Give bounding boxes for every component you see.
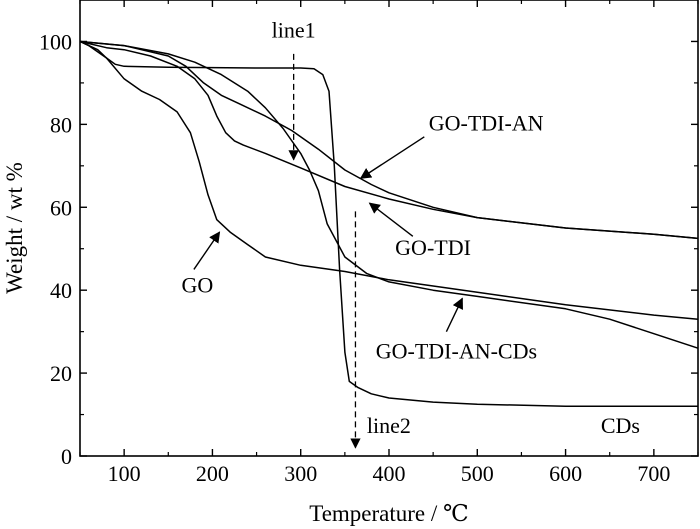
x-tick-label: 600	[549, 461, 582, 486]
x-tick-label: 500	[461, 461, 494, 486]
y-tick-label: 100	[39, 29, 72, 54]
series-group	[79, 40, 699, 408]
annotation-line2: line2	[367, 413, 411, 438]
y-axis-label: Weight / wt %	[2, 162, 27, 294]
series-line-go	[79, 40, 699, 320]
annotation-go: GO	[182, 272, 214, 297]
y-tick-label: 20	[50, 361, 72, 386]
series-line-go-tdi	[79, 40, 699, 240]
series-line-go-tdi-an-cds	[79, 40, 699, 349]
x-axis-label: Temperature / ℃	[309, 501, 469, 526]
y-tick-label: 0	[61, 444, 72, 469]
annotation-go-tdi-an: GO-TDI-AN	[429, 111, 544, 136]
x-tick-label: 400	[373, 461, 406, 486]
plot-frame	[79, 0, 699, 457]
annotation-cds: CDs	[601, 413, 640, 438]
annotation-go-tdi-an-cds: GO-TDI-AN-CDs	[376, 339, 537, 364]
series-line-go-tdi-an	[79, 40, 699, 240]
annotation-arrow-go	[193, 231, 221, 270]
annotations: line1 line2 GO-TDI-AN GO-TDI GO GO-TDI-AN-CDs…	[182, 17, 640, 438]
annotation-arrow-go-tdi-an	[359, 136, 425, 179]
x-tick-label: 200	[196, 461, 229, 486]
annotation-go-tdi: GO-TDI	[395, 235, 471, 260]
y-tick-label: 40	[50, 278, 72, 303]
series-line-cds	[79, 40, 698, 408]
annotation-line1: line1	[272, 17, 316, 42]
x-tick-label: 100	[108, 461, 141, 486]
y-tick-label: 80	[50, 112, 72, 137]
reference-lines	[288, 53, 361, 449]
annotation-arrow-go-tdi-an-cds	[445, 297, 463, 332]
x-tick-label: 300	[284, 461, 317, 486]
x-tick-label: 700	[637, 461, 670, 486]
annotation-arrow-go-tdi	[368, 202, 414, 237]
y-tick-label: 60	[50, 195, 72, 220]
axis-ticks: 100 200 300 400 500 600 700 0 20 40 60 80 100	[39, 0, 699, 486]
